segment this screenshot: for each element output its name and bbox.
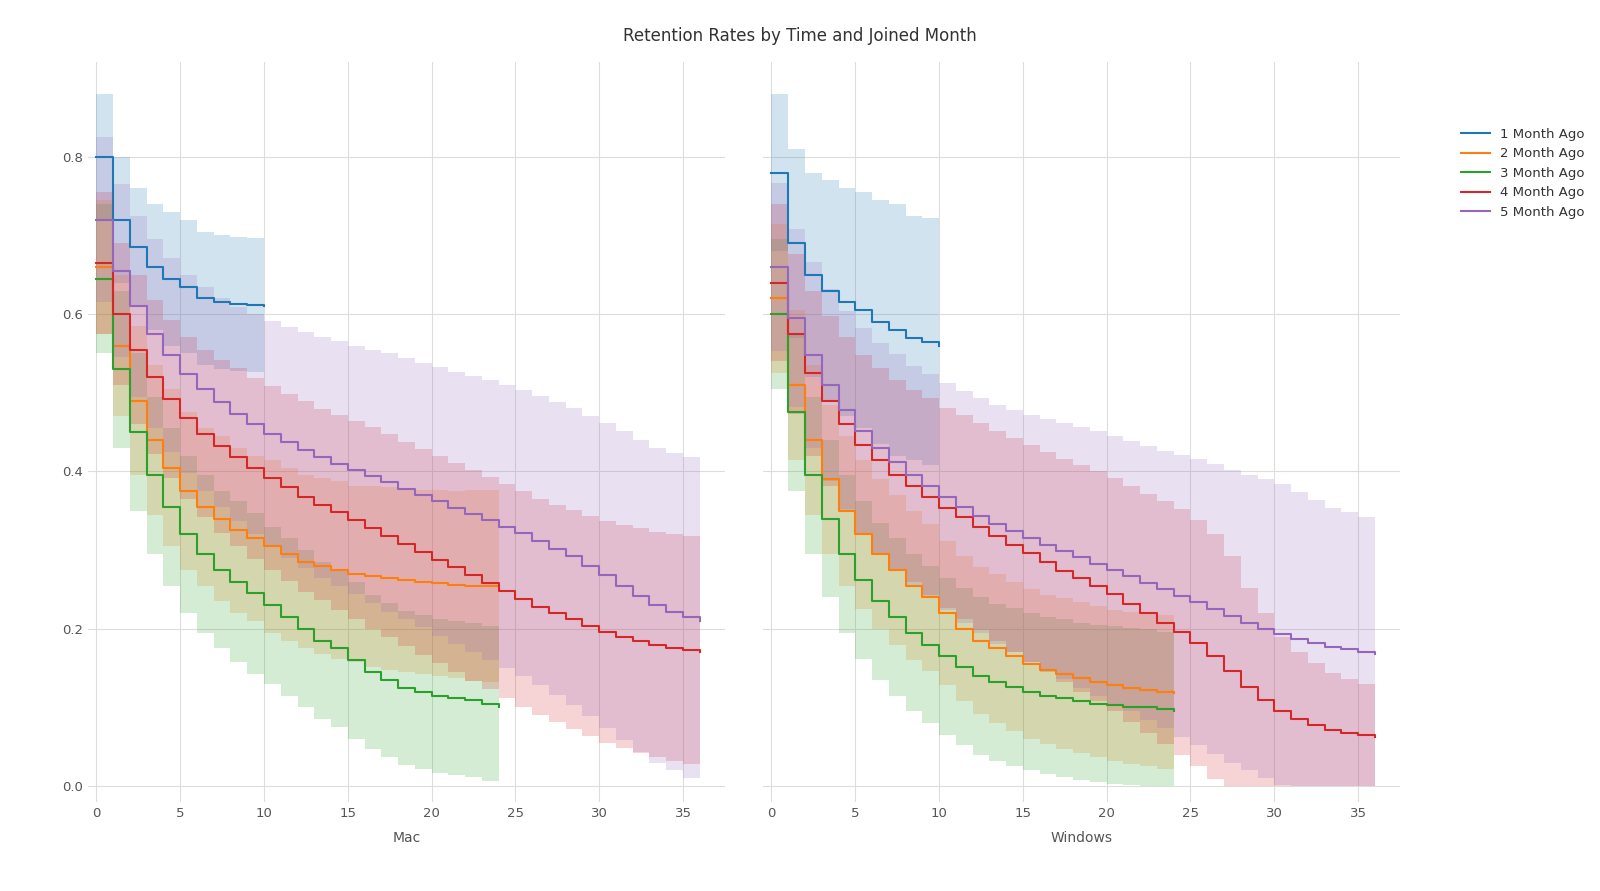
Text: Retention Rates by Time and Joined Month: Retention Rates by Time and Joined Month bbox=[622, 27, 978, 45]
X-axis label: Windows: Windows bbox=[1051, 831, 1112, 845]
Legend: 1 Month Ago, 2 Month Ago, 3 Month Ago, 4 Month Ago, 5 Month Ago: 1 Month Ago, 2 Month Ago, 3 Month Ago, 4… bbox=[1456, 122, 1590, 225]
X-axis label: Mac: Mac bbox=[392, 831, 421, 845]
